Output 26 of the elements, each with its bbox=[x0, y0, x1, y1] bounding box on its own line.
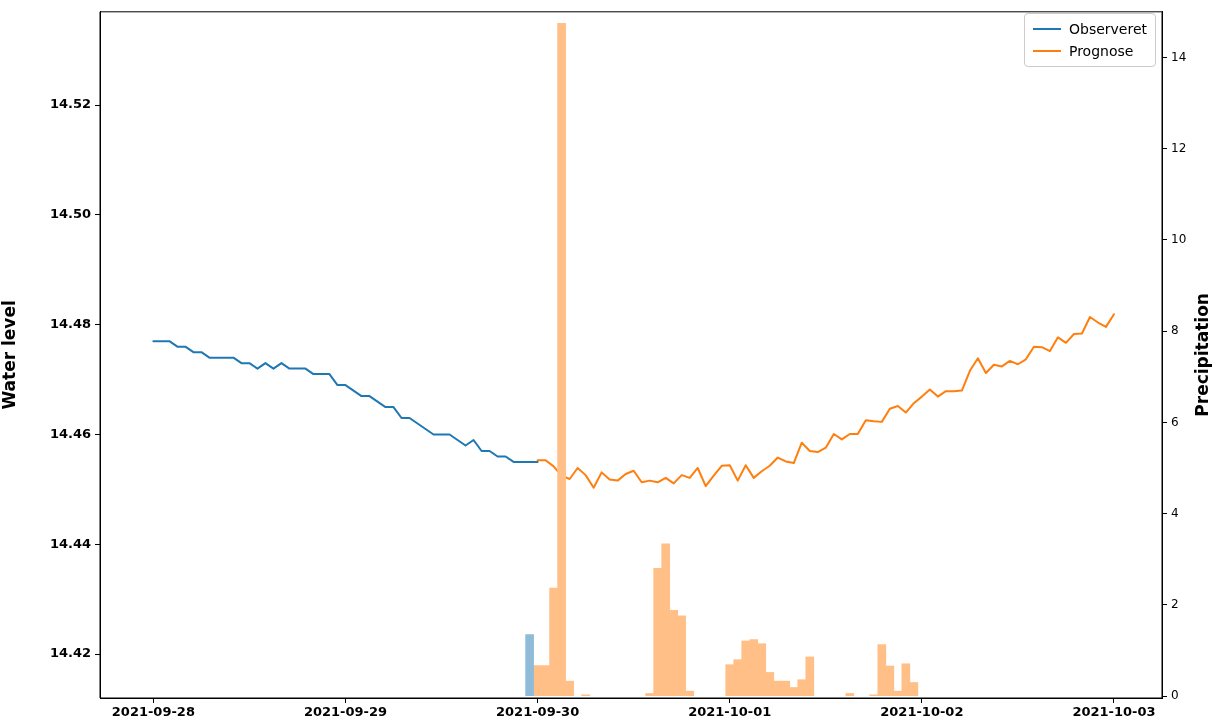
y2-tick-label: 0 bbox=[1171, 688, 1179, 703]
x-tick-label: 2021-10-02 bbox=[880, 704, 964, 720]
y-tick-label: 14.46 bbox=[49, 425, 91, 441]
y-tick-label: 14.48 bbox=[49, 316, 91, 332]
legend-label: Prognose bbox=[1068, 43, 1134, 59]
y2-tick-label: 8 bbox=[1171, 323, 1179, 338]
x-tick-label: 2021-10-03 bbox=[1072, 704, 1156, 720]
legend-label: Observeret bbox=[1068, 21, 1147, 37]
y2-tick-label: 12 bbox=[1171, 140, 1187, 155]
y2-tick-label: 14 bbox=[1171, 49, 1187, 64]
y2-tick-label: 4 bbox=[1171, 505, 1179, 520]
y-tick-label: 14.42 bbox=[49, 645, 91, 661]
x-tick-label: 2021-09-29 bbox=[303, 704, 388, 720]
y-tick-label: 14.44 bbox=[49, 535, 91, 551]
y-tick-label: 14.50 bbox=[49, 206, 91, 222]
x-tick-label: 2021-09-30 bbox=[496, 704, 580, 720]
y2-tick-label: 6 bbox=[1171, 414, 1179, 429]
y2-tick-label: 10 bbox=[1171, 232, 1187, 247]
y-tick-label: 14.52 bbox=[49, 96, 91, 112]
bar bbox=[845, 693, 855, 697]
y-axis-title: Water level bbox=[0, 300, 19, 410]
y2-axis-title: Precipitation bbox=[1192, 293, 1213, 417]
y2-tick-label: 2 bbox=[1171, 597, 1179, 612]
x-tick-label: 2021-09-28 bbox=[111, 704, 195, 720]
x-tick-label: 2021-10-01 bbox=[688, 704, 772, 720]
bar bbox=[525, 634, 534, 697]
